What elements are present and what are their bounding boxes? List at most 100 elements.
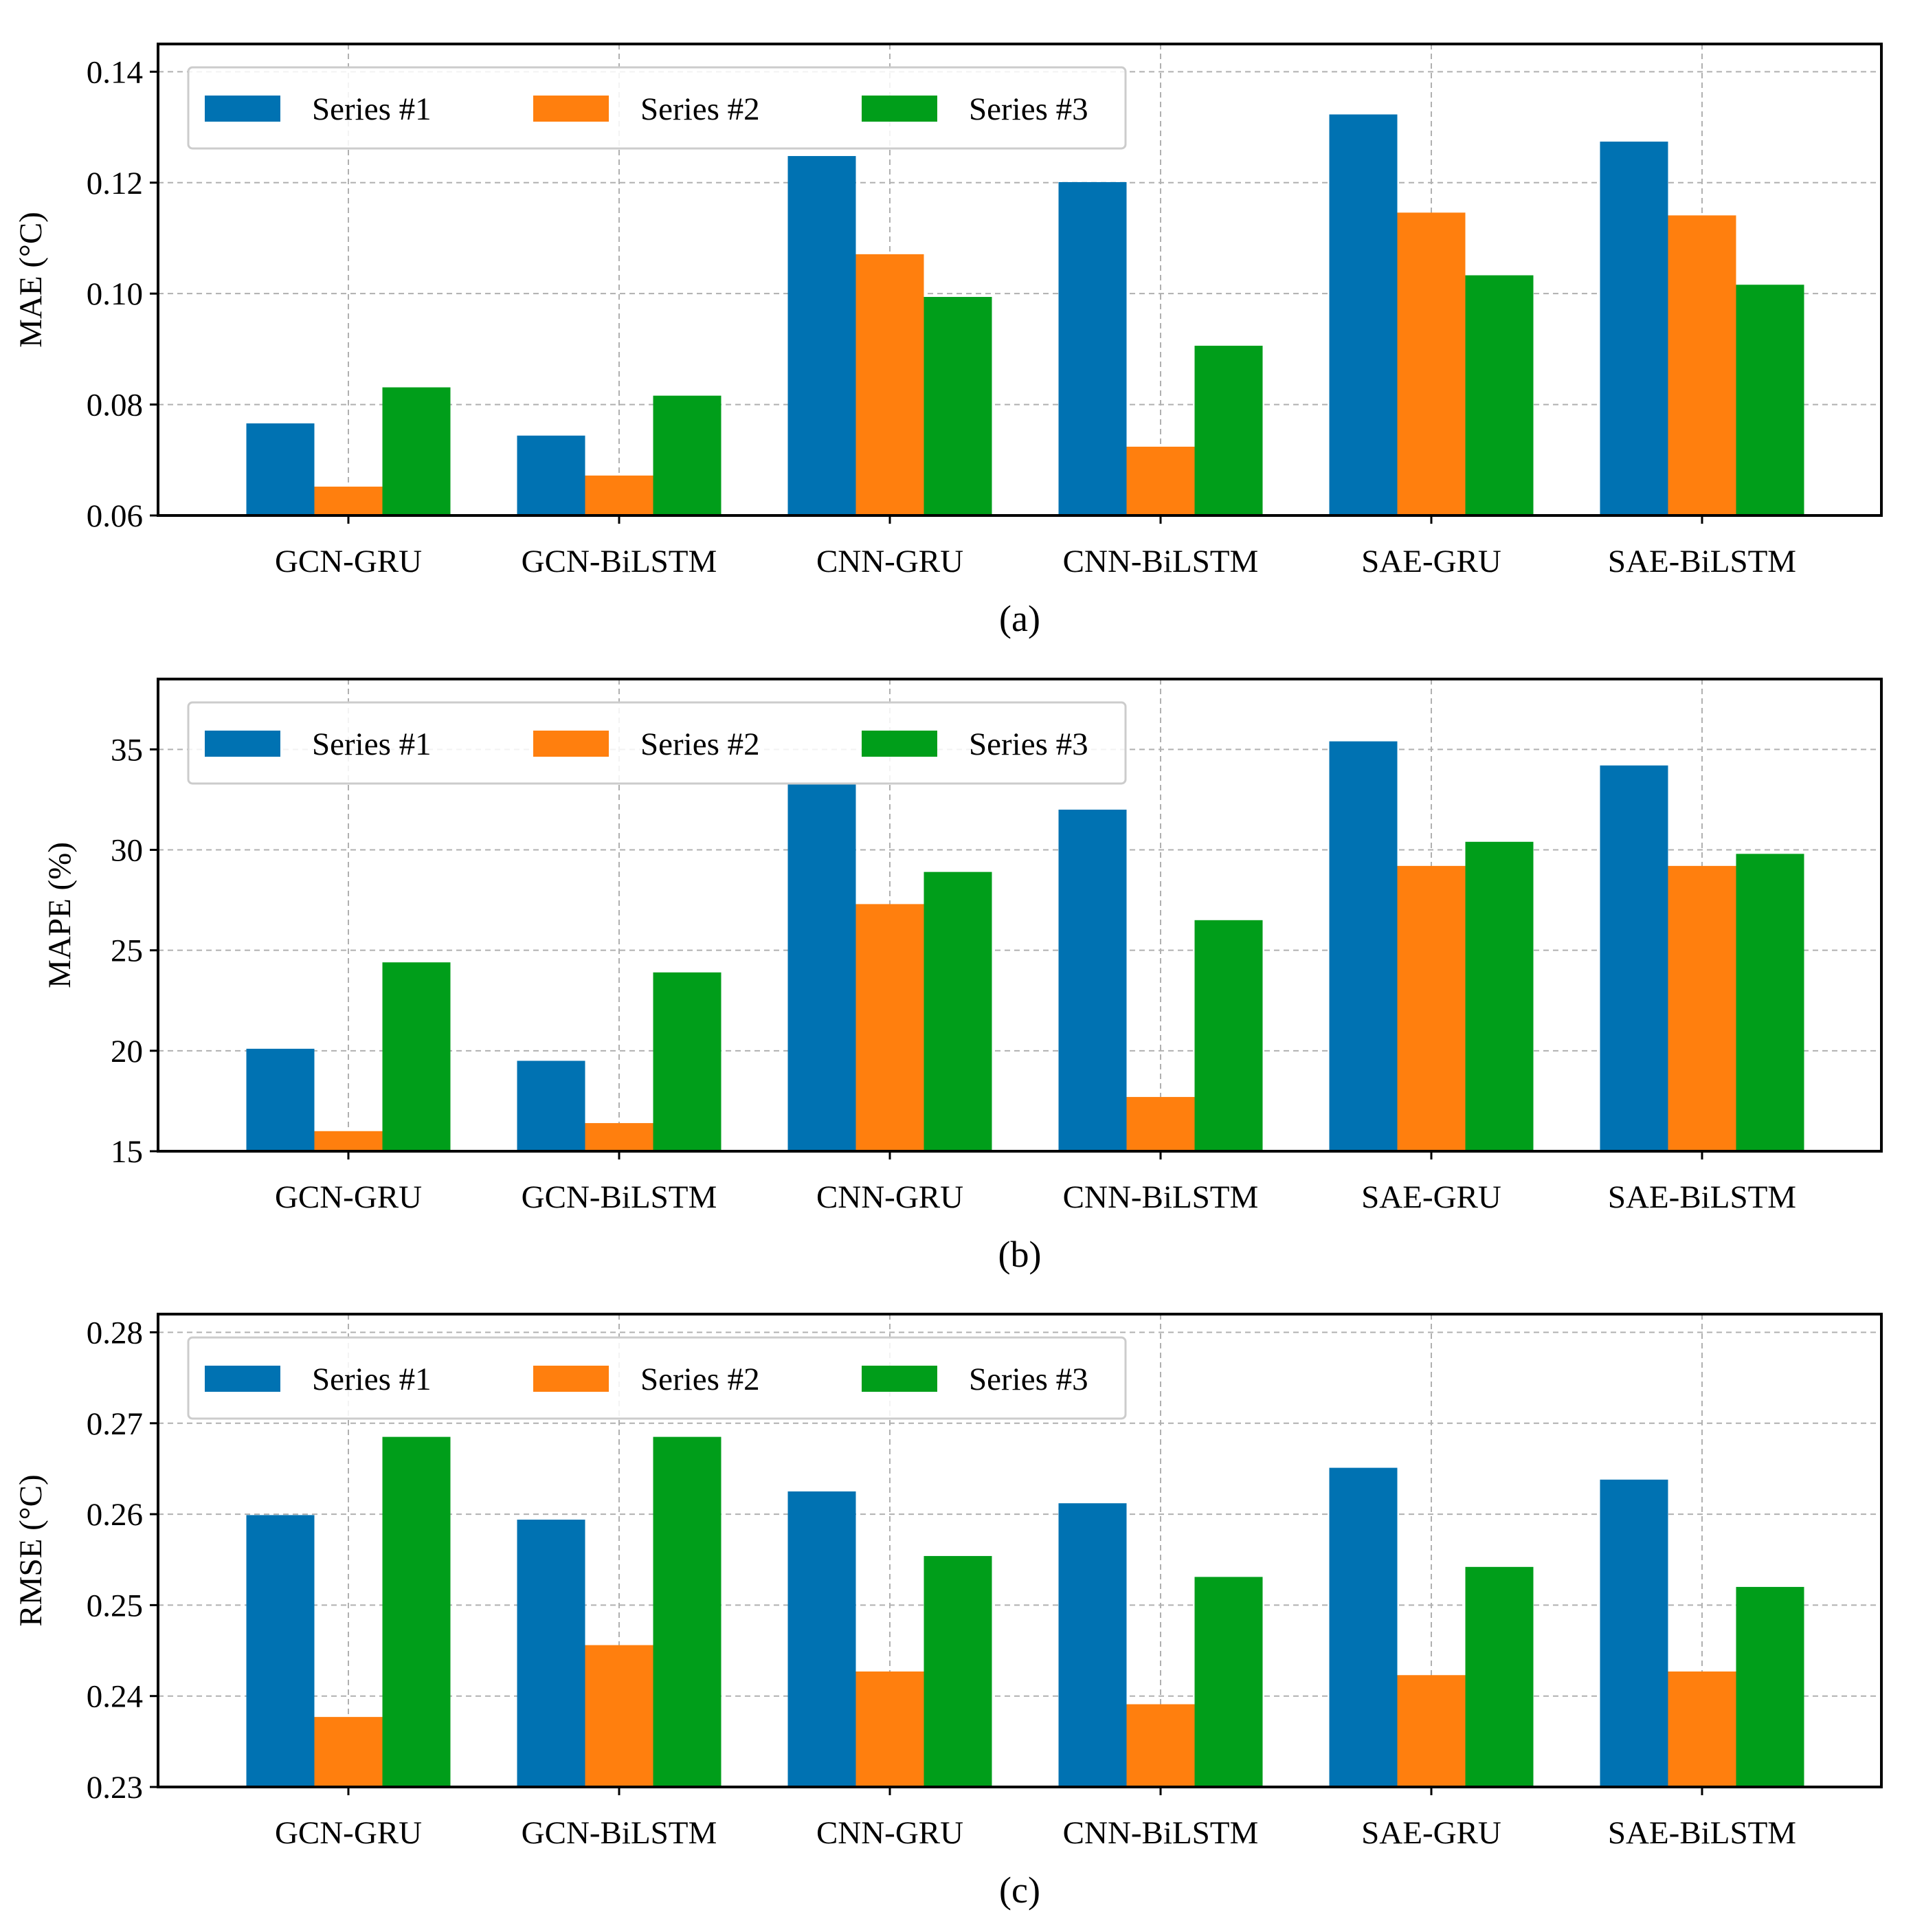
bar-1-sae-bilstm [1600,1479,1668,1787]
x-tick-label: SAE-BiLSTM [1608,544,1796,579]
bar-1-cnn-gru [787,156,856,515]
bar-1-cnn-bilstm [1058,1503,1127,1787]
x-tick-label: CNN-GRU [816,544,963,579]
bar-2-sae-bilstm [1668,865,1736,1151]
bar-2-gcn-gru [314,1717,383,1787]
legend: Series #1 Series #2 Series #3 [187,66,1127,150]
x-tick-label: GCN-BiLSTM [522,1815,717,1851]
bar-1-gcn-bilstm [517,435,585,515]
panel-caption: (b) [998,1234,1042,1275]
x-tick-label: SAE-GRU [1361,544,1501,579]
legend-box [187,1336,1127,1420]
legend-swatch [533,731,609,757]
bar-1-sae-gru [1329,1467,1398,1787]
y-tick-label: 15 [111,1134,143,1170]
y-tick-label: 20 [111,1034,143,1069]
y-tick-label: 0.26 [87,1497,143,1533]
plot-frame [157,1313,1883,1788]
y-tick-label: 0.10 [87,276,143,312]
legend-label: Series #3 [969,91,1088,127]
bar-3-gcn-bilstm [653,395,721,515]
y-tick-label: 0.24 [87,1679,143,1715]
x-tick-label: GCN-BiLSTM [522,1179,717,1215]
bar-3-cnn-bilstm [1194,1577,1263,1787]
bar-3-sae-bilstm [1736,854,1804,1151]
bar-1-sae-bilstm [1600,142,1668,515]
legend-swatch [205,731,280,757]
bar-2-sae-bilstm [1668,215,1736,515]
panel-rmse: 0.23 0.24 0.25 0.26 0.27 0.28 GCN-GRU GCN-BiLST… [13,1313,1883,1911]
y-axis-title: MAE (°C) [13,212,49,348]
x-tick-label: GCN-GRU [275,1179,422,1215]
panel-mape: 15 20 25 30 35 GCN-GRU GCN-BiLSTM CNN-GRU CNN-Bi… [42,678,1883,1275]
legend: Series #1 Series #2 Series #3 [187,701,1127,785]
panel-caption: (c) [999,1869,1040,1911]
bar-3-gcn-bilstm [653,1436,721,1787]
x-tick-label: SAE-BiLSTM [1608,1179,1796,1215]
legend-box [187,66,1127,150]
bar-3-cnn-bilstm [1194,346,1263,515]
x-tick-label: CNN-BiLSTM [1063,544,1259,579]
legend: Series #1 Series #2 Series #3 [187,1336,1127,1420]
bar-1-cnn-gru [787,1491,856,1787]
legend-label: Series #2 [640,91,760,127]
bar-2-gcn-bilstm [585,1645,653,1787]
bar-1-cnn-gru [787,784,856,1151]
y-tick-label: 30 [111,832,143,868]
bar-3-cnn-gru [924,871,992,1151]
bar-1-sae-gru [1329,741,1398,1151]
y-tick-label: 35 [111,732,143,768]
bar-3-sae-gru [1465,841,1534,1151]
bar-1-gcn-gru [246,1048,315,1151]
y-tick-label: 0.06 [87,498,143,534]
bar-3-sae-gru [1465,275,1534,515]
bar-3-cnn-bilstm [1194,920,1263,1151]
bar-1-cnn-bilstm [1058,810,1127,1151]
x-tick-label: CNN-GRU [816,1179,963,1215]
y-tick-label: 0.28 [87,1315,143,1351]
panel-mae: 0.06 0.08 0.10 0.12 0.14 GCN-GRU GCN-BiLSTM CNN… [13,43,1883,639]
x-tick-label: CNN-GRU [816,1815,963,1851]
bar-1-gcn-gru [246,423,315,515]
bar-2-gcn-gru [314,487,383,515]
x-tick-label: SAE-BiLSTM [1608,1815,1796,1851]
y-tick-label: 0.25 [87,1588,143,1623]
bar-1-gcn-gru [246,1515,315,1787]
legend-swatch [533,96,609,122]
plot-frame [157,678,1883,1153]
bar-3-sae-gru [1465,1566,1534,1787]
bar-3-gcn-gru [382,1436,451,1787]
x-tick-label: GCN-GRU [275,544,422,579]
legend-label: Series #3 [969,1362,1088,1397]
bar-2-cnn-gru [855,254,924,515]
x-tick-label: CNN-BiLSTM [1063,1815,1259,1851]
bar-3-cnn-gru [924,297,992,515]
bar-1-cnn-bilstm [1058,181,1127,515]
y-tick-label: 25 [111,933,143,969]
bar-2-cnn-gru [855,1671,924,1787]
x-tick-label: SAE-GRU [1361,1815,1501,1851]
panel-caption: (a) [999,598,1040,639]
bar-1-sae-bilstm [1600,765,1668,1151]
legend-label: Series #3 [969,726,1088,762]
bar-2-gcn-gru [314,1131,383,1151]
x-tick-label: SAE-GRU [1361,1179,1501,1215]
y-axis-title: RMSE (°C) [13,1474,49,1626]
bar-2-sae-gru [1397,212,1466,515]
legend-label: Series #2 [640,1362,760,1397]
bar-3-gcn-bilstm [653,972,721,1151]
legend-swatch [533,1366,609,1392]
y-tick-label: 0.12 [87,166,143,201]
bar-2-sae-bilstm [1668,1671,1736,1787]
x-tick-label: GCN-GRU [275,1815,422,1851]
bar-2-cnn-bilstm [1126,1704,1195,1787]
bar-2-sae-gru [1397,865,1466,1151]
plot-frame [157,43,1883,517]
bar-1-gcn-bilstm [517,1061,585,1151]
bar-2-gcn-bilstm [585,1123,653,1151]
bar-2-cnn-gru [855,904,924,1151]
bar-2-cnn-bilstm [1126,446,1195,515]
legend-label: Series #1 [312,1362,432,1397]
bar-3-sae-bilstm [1736,1586,1804,1787]
bar-1-gcn-bilstm [517,1520,585,1787]
